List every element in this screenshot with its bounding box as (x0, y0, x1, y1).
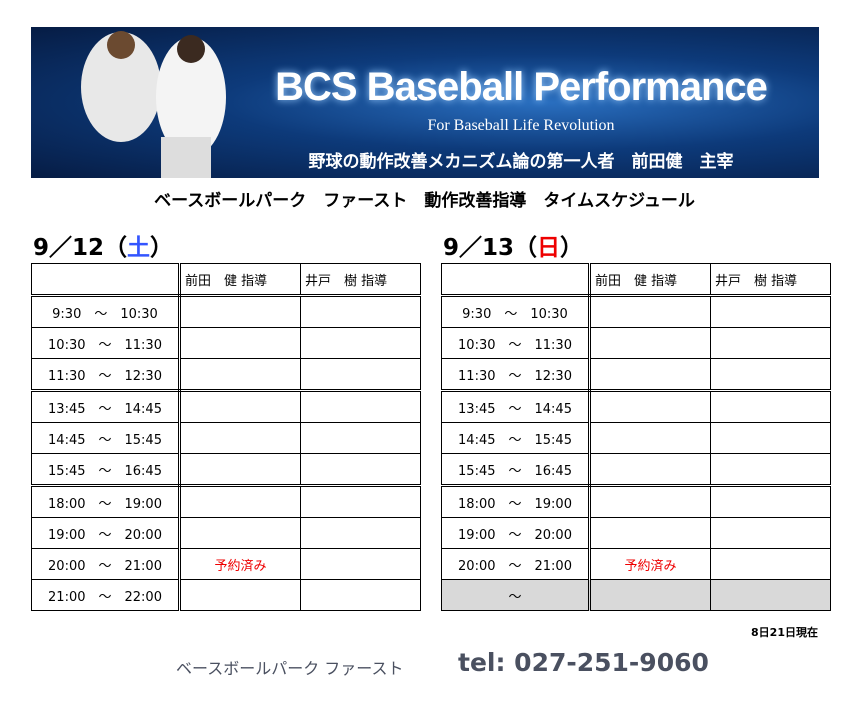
slot-cell[interactable] (179, 390, 301, 423)
instructor-header: 前田 健 指導 (589, 263, 711, 297)
header-row: 前田 健 指導 井戸 樹 指導 (441, 263, 831, 297)
time-slot: 20:00 ～ 21:00 (31, 548, 181, 580)
time-slot: 13:45 ～ 14:45 (31, 390, 181, 423)
slot-cell[interactable] (300, 390, 421, 423)
table-row: 15:45 ～ 16:45 (441, 453, 831, 487)
phone-number: tel: 027-251-9060 (458, 648, 709, 677)
time-slot: 14:45 ～ 15:45 (31, 422, 181, 454)
time-slot: 9:30 ～ 10:30 (441, 295, 591, 328)
table-row: 18:00 ～ 19:00 (441, 485, 831, 518)
slot-cell[interactable] (179, 327, 301, 359)
table-row: 21:00 ～ 22:00 (31, 579, 421, 611)
time-slot: 10:30 ～ 11:30 (31, 327, 181, 359)
footer-name: ベースボールパーク ファースト (176, 659, 404, 678)
slot-cell[interactable] (300, 453, 421, 487)
time-slot: 11:30 ～ 12:30 (441, 358, 591, 392)
instructor-header: 前田 健 指導 (179, 263, 301, 297)
slot-cell[interactable] (710, 579, 831, 611)
table-row: 18:00 ～ 19:00 (31, 485, 421, 518)
table-row: 11:30 ～ 12:30 (441, 358, 831, 392)
slot-cell[interactable] (179, 453, 301, 487)
slot-cell[interactable] (589, 485, 711, 518)
time-slot: 15:45 ～ 16:45 (441, 453, 591, 487)
slot-cell[interactable] (710, 485, 831, 518)
table-row: 14:45 ～ 15:45 (441, 422, 831, 454)
table-row: 19:00 ～ 20:00 (441, 517, 831, 549)
table-row: 9:30 ～ 10:30 (441, 295, 831, 328)
slot-cell[interactable] (710, 390, 831, 423)
header-row: 前田 健 指導 井戸 樹 指導 (31, 263, 421, 297)
slot-cell[interactable] (589, 517, 711, 549)
slot-cell[interactable] (710, 517, 831, 549)
schedule-table: 前田 健 指導 井戸 樹 指導 9:30 ～ 10:30 10:30 ～ 11:30 1… (441, 263, 831, 611)
table-row: 11:30 ～ 12:30 (31, 358, 421, 392)
banner: BCS Baseball Performance For Baseball Li… (31, 27, 819, 178)
time-slot: 9:30 ～ 10:30 (31, 295, 181, 328)
slot-cell[interactable] (589, 390, 711, 423)
time-slot: 21:00 ～ 22:00 (31, 579, 181, 611)
slot-cell[interactable] (300, 517, 421, 549)
page-title: ベースボールパーク ファースト 動作改善指導 タイムスケジュール (154, 191, 695, 211)
slot-cell[interactable] (179, 517, 301, 549)
slot-cell[interactable] (179, 295, 301, 328)
table-row: 9:30 ～ 10:30 (31, 295, 421, 328)
instructor-header: 井戸 樹 指導 (710, 263, 831, 297)
schedule-table: 前田 健 指導 井戸 樹 指導 9:30 ～ 10:30 10:30 ～ 11:30 1… (31, 263, 421, 611)
as-of-date: 8日21日現在 (751, 626, 818, 639)
slot-cell[interactable] (589, 327, 711, 359)
slot-cell[interactable]: 予約済み (589, 548, 711, 580)
slot-cell[interactable] (710, 295, 831, 328)
time-slot: 13:45 ～ 14:45 (441, 390, 591, 423)
table-row: ～ (441, 579, 831, 611)
time-slot: 18:00 ～ 19:00 (441, 485, 591, 518)
table-row: 20:00 ～ 21:00 予約済み (31, 548, 421, 580)
slot-cell[interactable] (710, 327, 831, 359)
time-slot: 10:30 ～ 11:30 (441, 327, 591, 359)
banner-subtitle: For Baseball Life Revolution (427, 117, 615, 134)
slot-cell[interactable] (300, 358, 421, 392)
table-row: 13:45 ～ 14:45 (31, 390, 421, 423)
time-slot: 18:00 ～ 19:00 (31, 485, 181, 518)
slot-cell[interactable] (589, 422, 711, 454)
slot-cell[interactable] (300, 327, 421, 359)
instructor-header: 井戸 樹 指導 (300, 263, 421, 297)
slot-cell[interactable] (179, 485, 301, 518)
slot-cell[interactable] (589, 295, 711, 328)
time-slot: ～ (441, 579, 591, 611)
players-image (81, 31, 226, 178)
table-row: 19:00 ～ 20:00 (31, 517, 421, 549)
time-slot: 11:30 ～ 12:30 (31, 358, 181, 392)
slot-cell[interactable] (179, 422, 301, 454)
table-row: 10:30 ～ 11:30 (31, 327, 421, 359)
table-row: 15:45 ～ 16:45 (31, 453, 421, 487)
slot-cell[interactable] (589, 453, 711, 487)
slot-cell[interactable] (710, 358, 831, 392)
time-slot: 14:45 ～ 15:45 (441, 422, 591, 454)
slot-cell[interactable] (300, 422, 421, 454)
slot-cell[interactable]: 予約済み (179, 548, 301, 580)
time-slot: 15:45 ～ 16:45 (31, 453, 181, 487)
slot-cell[interactable] (179, 358, 301, 392)
slot-cell[interactable] (179, 579, 301, 611)
day-heading: 9／13（日） (443, 235, 584, 261)
banner-title: BCS Baseball Performance (275, 65, 768, 109)
slot-cell[interactable] (589, 358, 711, 392)
slot-cell[interactable] (710, 422, 831, 454)
slot-cell[interactable] (300, 485, 421, 518)
table-row: 14:45 ～ 15:45 (31, 422, 421, 454)
time-slot: 19:00 ～ 20:00 (441, 517, 591, 549)
slot-cell[interactable] (300, 295, 421, 328)
time-slot: 20:00 ～ 21:00 (441, 548, 591, 580)
day-heading: 9／12（土） (33, 235, 174, 261)
time-slot: 19:00 ～ 20:00 (31, 517, 181, 549)
slot-cell[interactable] (589, 579, 711, 611)
banner-tagline: 野球の動作改善メカニズム論の第一人者 前田健 主宰 (308, 152, 734, 172)
table-row: 10:30 ～ 11:30 (441, 327, 831, 359)
table-row: 13:45 ～ 14:45 (441, 390, 831, 423)
table-row: 20:00 ～ 21:00 予約済み (441, 548, 831, 580)
slot-cell[interactable] (300, 548, 421, 580)
slot-cell[interactable] (710, 548, 831, 580)
slot-cell[interactable] (300, 579, 421, 611)
slot-cell[interactable] (710, 453, 831, 487)
